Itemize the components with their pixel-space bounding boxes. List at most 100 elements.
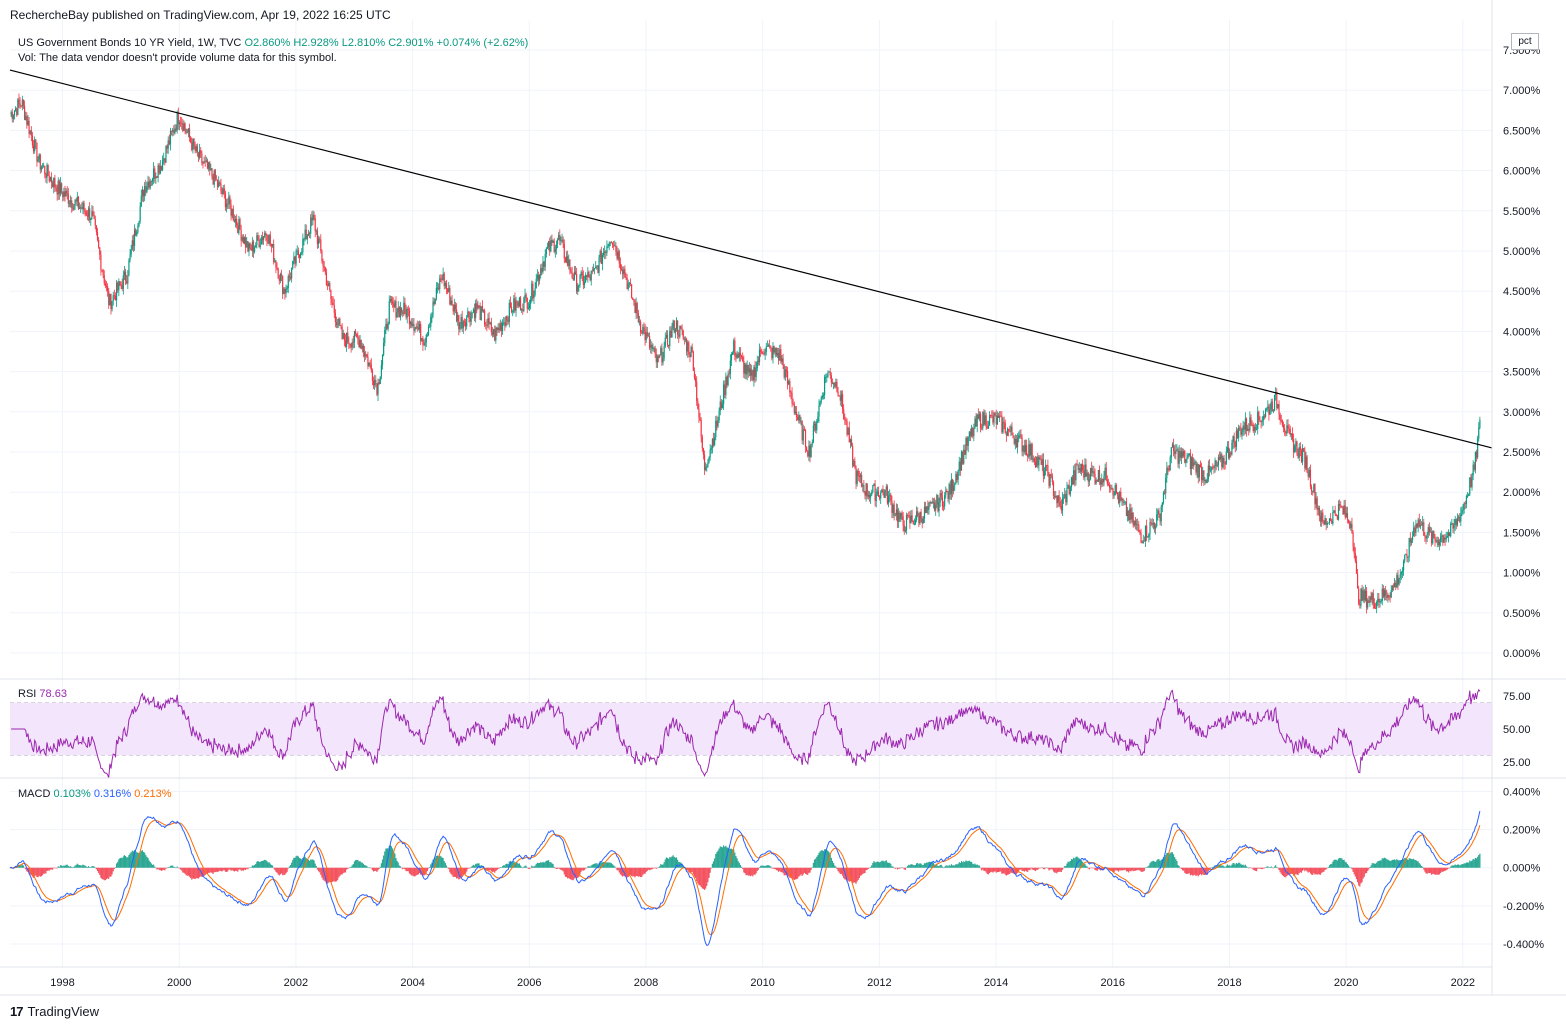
macd-histogram-bar [901,867,903,868]
price-candle [1239,427,1241,429]
macd-histogram-bar [1275,865,1277,868]
macd-histogram-bar [230,867,232,871]
macd-histogram-bar [1050,867,1052,870]
macd-histogram-bar [90,867,92,868]
price-candle [1474,451,1476,470]
price-candle [587,272,589,278]
macd-histogram-bar [221,867,223,872]
macd-histogram-bar [66,864,68,868]
macd-histogram-bar [1289,867,1291,875]
price-candle [211,168,213,177]
macd-histogram-bar [613,865,615,868]
price-candle [499,323,501,331]
price-candle [720,401,722,409]
price-candle [362,345,365,353]
price-candle [265,233,267,235]
price-candle [47,164,49,176]
macd-histogram-bar [981,867,983,871]
macd-histogram-bar [332,867,334,882]
price-candle [730,354,733,361]
price-candle [1018,435,1020,439]
macd-histogram-bar [448,867,450,869]
macd-histogram-bar [1061,867,1064,870]
macd-histogram-bar [631,867,633,877]
price-candle [1252,424,1254,432]
price-candle [600,250,602,264]
price-candle [1189,453,1191,470]
price-candle [19,103,21,106]
price-candle [343,333,345,341]
macd-histogram-bar [1361,867,1363,883]
price-candle [470,312,472,322]
price-candle [1109,485,1111,488]
price-candle [1236,430,1239,438]
macd-histogram-bar [698,867,700,886]
price-candle [166,146,168,149]
price-candle [1468,494,1470,496]
brand-name[interactable]: TradingView [27,1004,100,1019]
price-candle [803,429,806,431]
macd-histogram-bar [1060,867,1062,873]
price-candle [457,314,459,322]
price-candle [985,415,987,427]
price-candle [1303,448,1305,452]
macd-histogram-bar [72,867,74,869]
rsi-label[interactable]: RSI [18,688,37,700]
time-tick-label: 1998 [50,977,74,989]
price-candle [602,252,605,256]
price-candle [280,274,283,276]
macd-histogram-bar [251,865,253,868]
price-candle [789,381,791,393]
macd-histogram-bar [1417,861,1419,868]
price-candle [516,301,518,303]
macd-histogram-bar [145,855,147,868]
scale-mode-button[interactable]: pct [1511,33,1539,50]
price-candle [331,298,333,303]
price-candle [1011,426,1013,436]
price-candle [986,426,988,429]
tradingview-logo-icon[interactable]: 17 [10,1004,24,1019]
price-candle [192,138,194,150]
macd-histogram-bar [415,867,417,876]
macd-histogram-bar [527,867,529,869]
macd-histogram-bar [335,867,338,882]
macd-histogram-bar [1045,867,1047,869]
price-candle [878,496,881,499]
price-candle [1416,523,1418,528]
macd-histogram-bar [1126,867,1129,872]
price-candle [597,265,599,273]
macd-histogram-bar [735,855,737,868]
price-candle [638,321,641,323]
symbol-name[interactable]: US Government Bonds 10 YR Yield, 1W, TVC [18,37,242,49]
price-candle [1045,465,1047,471]
price-candle [890,494,892,501]
macd-histogram-bar [96,867,99,872]
macd-histogram-bar [1413,858,1415,868]
price-candle [856,470,858,484]
macd-histogram-bar [1168,853,1170,868]
price-candle [1133,520,1135,526]
price-candle [1321,512,1323,522]
macd-histogram-bar [651,867,653,870]
macd-histogram-bar [121,858,123,868]
price-candle [238,219,240,234]
macd-histogram-bar [1400,860,1402,868]
macd-label[interactable]: MACD [18,788,51,800]
macd-histogram-bar [69,866,72,868]
macd-histogram-bar [115,863,118,868]
price-candle [861,474,863,487]
price-candle [103,275,105,284]
macd-histogram-bar [1440,867,1442,873]
macd-histogram-bar [797,867,799,879]
macd-histogram-bar [1295,867,1297,874]
price-candle [509,302,512,308]
price-candle [918,515,920,524]
price-candle [387,323,389,329]
price-candle [717,420,719,427]
price-candle [859,474,862,477]
macd-histogram-bar [312,859,314,868]
price-candle [315,230,317,232]
macd-histogram-bar [399,866,402,868]
macd-histogram-bar [196,867,198,879]
price-candle [1413,527,1415,537]
